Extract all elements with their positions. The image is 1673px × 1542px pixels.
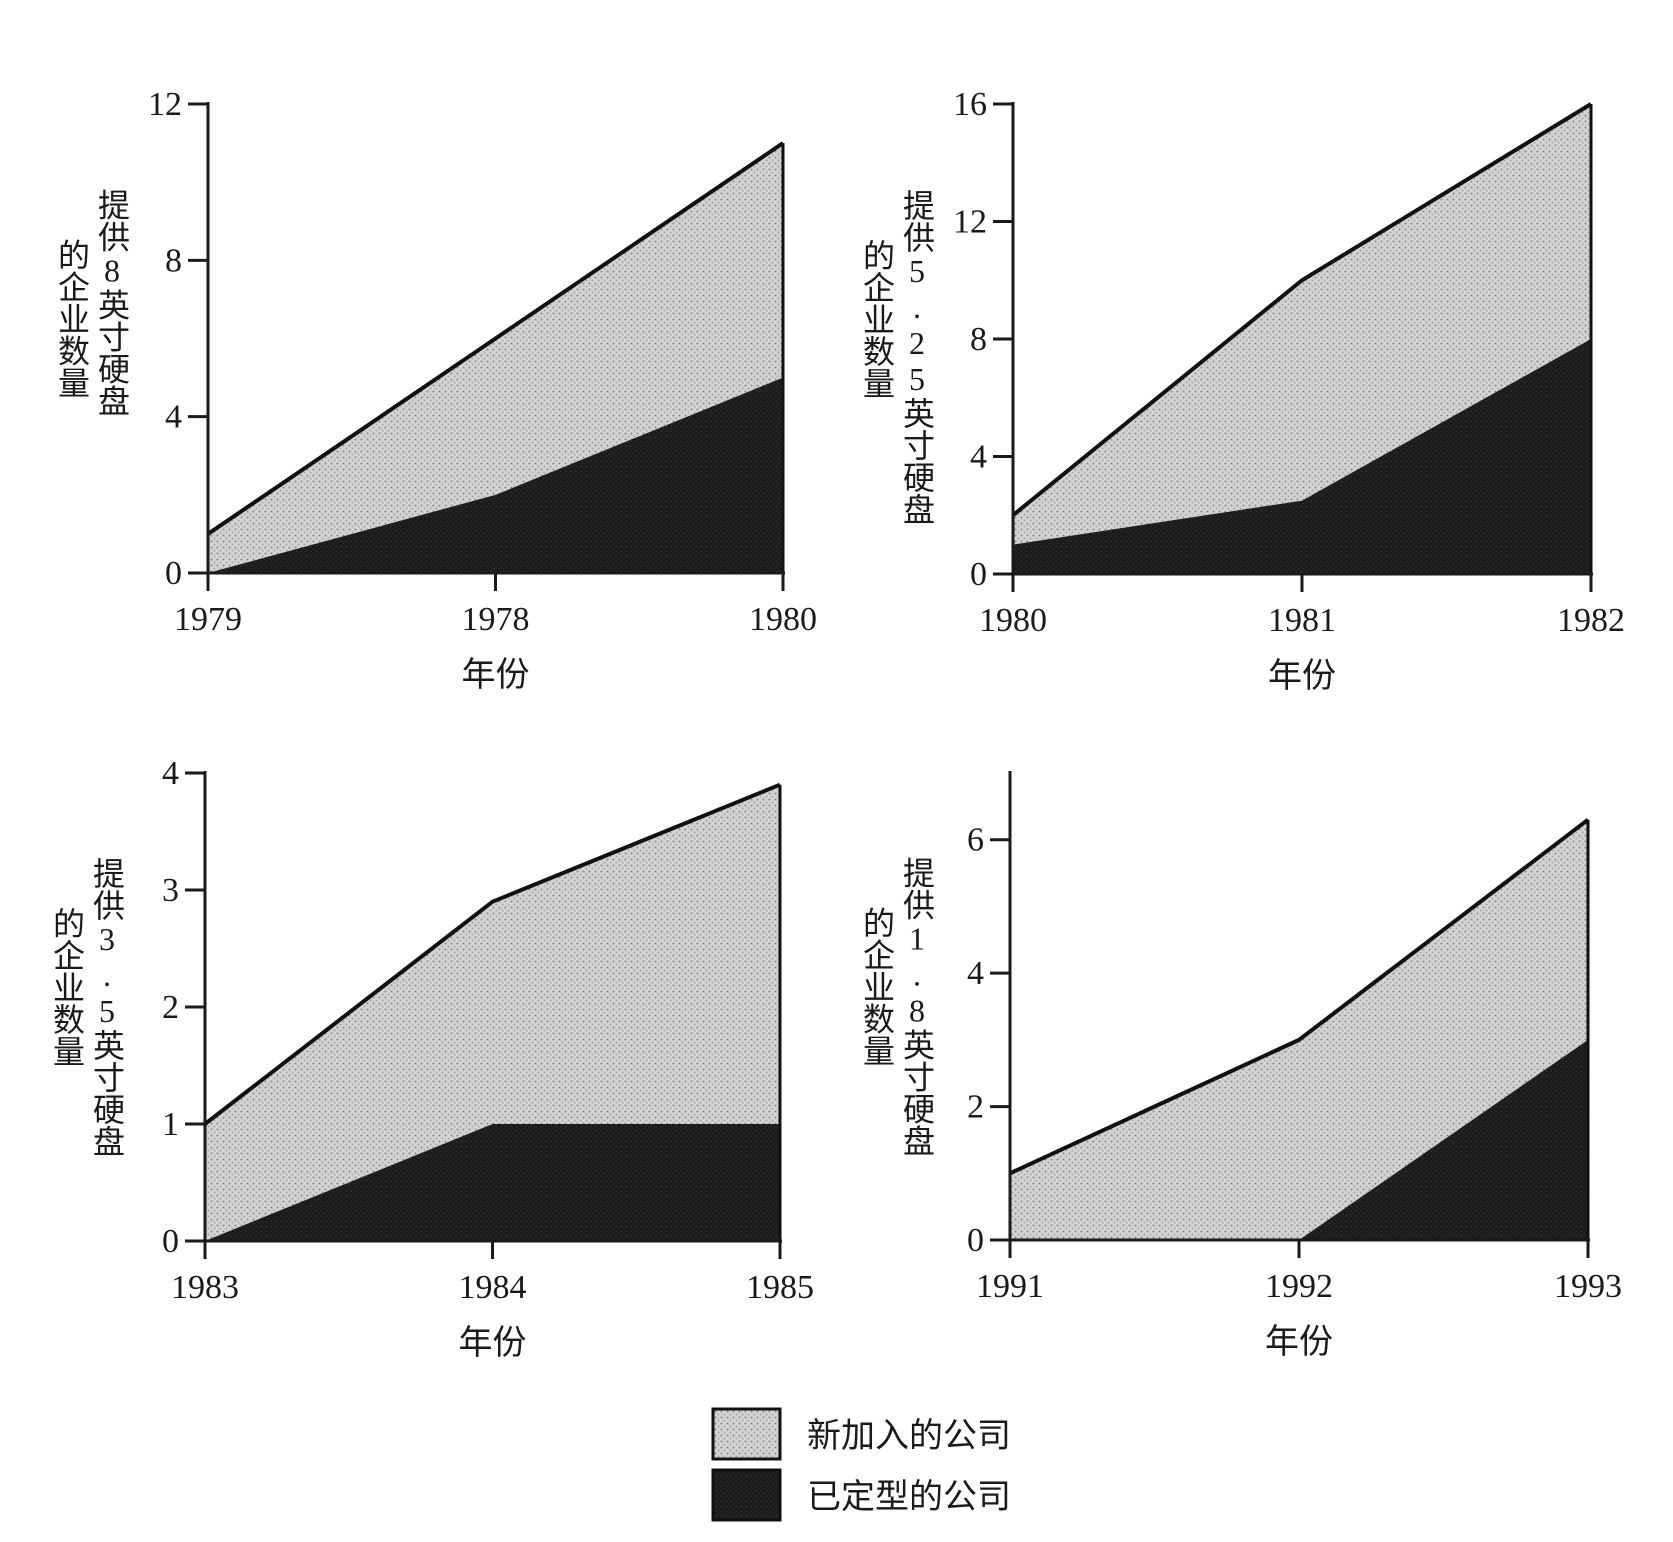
legend-swatch-new-entrants bbox=[711, 1407, 782, 1461]
x-axis-label: 年份 bbox=[462, 656, 530, 694]
x-tick-label: 1978 bbox=[462, 601, 530, 638]
y-tick-label: 8 bbox=[165, 242, 182, 279]
x-axis-label: 年份 bbox=[459, 1324, 527, 1362]
x-tick-label: 1980 bbox=[749, 601, 817, 638]
x-tick-label: 1981 bbox=[1268, 602, 1336, 639]
total-line bbox=[203, 782, 781, 1126]
y-axis-label-line-2: 的企业数量 bbox=[54, 239, 90, 399]
y-tick-label: 4 bbox=[967, 955, 984, 992]
y-tick-label: 4 bbox=[162, 755, 179, 792]
y-tick-label: 4 bbox=[165, 399, 182, 436]
area-established bbox=[1010, 1039, 1588, 1240]
x-axis-label: 年份 bbox=[1265, 1323, 1333, 1361]
x-tick-label: 1984 bbox=[459, 1269, 527, 1306]
area-new-entrants bbox=[1010, 819, 1588, 1240]
y-tick-label: 16 bbox=[953, 86, 987, 123]
y-tick-label: 6 bbox=[967, 822, 984, 859]
x-tick-label: 1985 bbox=[746, 1269, 814, 1306]
x-tick-label: 1979 bbox=[174, 601, 242, 638]
y-tick-label: 2 bbox=[162, 989, 179, 1026]
x-tick-label: 1992 bbox=[1265, 1268, 1333, 1305]
y-tick-label: 0 bbox=[165, 555, 182, 592]
y-axis-label-line-2: 的企业数量 bbox=[859, 907, 895, 1067]
legend-swatch-established bbox=[711, 1468, 782, 1522]
y-tick-label: 12 bbox=[148, 86, 182, 123]
y-tick-label: 0 bbox=[967, 1222, 984, 1259]
y-tick-label: 12 bbox=[953, 204, 987, 241]
area-established bbox=[205, 1124, 780, 1241]
x-tick-label: 1982 bbox=[1557, 602, 1625, 639]
legend-label-established: 已定型的公司 bbox=[807, 1478, 1011, 1516]
x-tick-label: 1993 bbox=[1554, 1268, 1622, 1305]
x-tick-label: 1983 bbox=[171, 1269, 239, 1306]
total-line bbox=[1009, 818, 1590, 1176]
y-tick-label: 8 bbox=[970, 321, 987, 358]
y-tick-label: 0 bbox=[162, 1223, 179, 1260]
x-tick-label: 1991 bbox=[976, 1268, 1044, 1305]
y-tick-label: 2 bbox=[967, 1089, 984, 1126]
area-new-entrants bbox=[1013, 104, 1591, 545]
y-axis-label-line-1: 提供3.5英寸硬盘 bbox=[89, 857, 125, 1157]
y-axis-label-line-1: 提供5.25英寸硬盘 bbox=[899, 189, 935, 525]
y-axis-label-line-1: 提供8英寸硬盘 bbox=[94, 189, 130, 417]
legend: 新加入的公司 已定型的公司 bbox=[711, 1407, 1011, 1522]
x-tick-label: 1980 bbox=[979, 602, 1047, 639]
y-tick-label: 1 bbox=[162, 1106, 179, 1143]
y-axis-label-line-1: 提供1.8英寸硬盘 bbox=[899, 857, 935, 1157]
y-tick-label: 0 bbox=[970, 556, 987, 593]
y-tick-label: 3 bbox=[162, 872, 179, 909]
y-axis-label-line-2: 的企业数量 bbox=[49, 907, 85, 1067]
area-established bbox=[1013, 339, 1591, 574]
total-line bbox=[206, 141, 785, 536]
area-new-entrants bbox=[205, 784, 780, 1241]
x-axis-label: 年份 bbox=[1268, 657, 1336, 695]
area-established bbox=[208, 377, 783, 573]
y-tick-label: 4 bbox=[970, 439, 987, 476]
area-new-entrants bbox=[208, 143, 783, 574]
total-line bbox=[1011, 102, 1593, 517]
y-axis-label-line-2: 的企业数量 bbox=[859, 239, 895, 399]
legend-label-new-entrants: 新加入的公司 bbox=[807, 1417, 1011, 1455]
